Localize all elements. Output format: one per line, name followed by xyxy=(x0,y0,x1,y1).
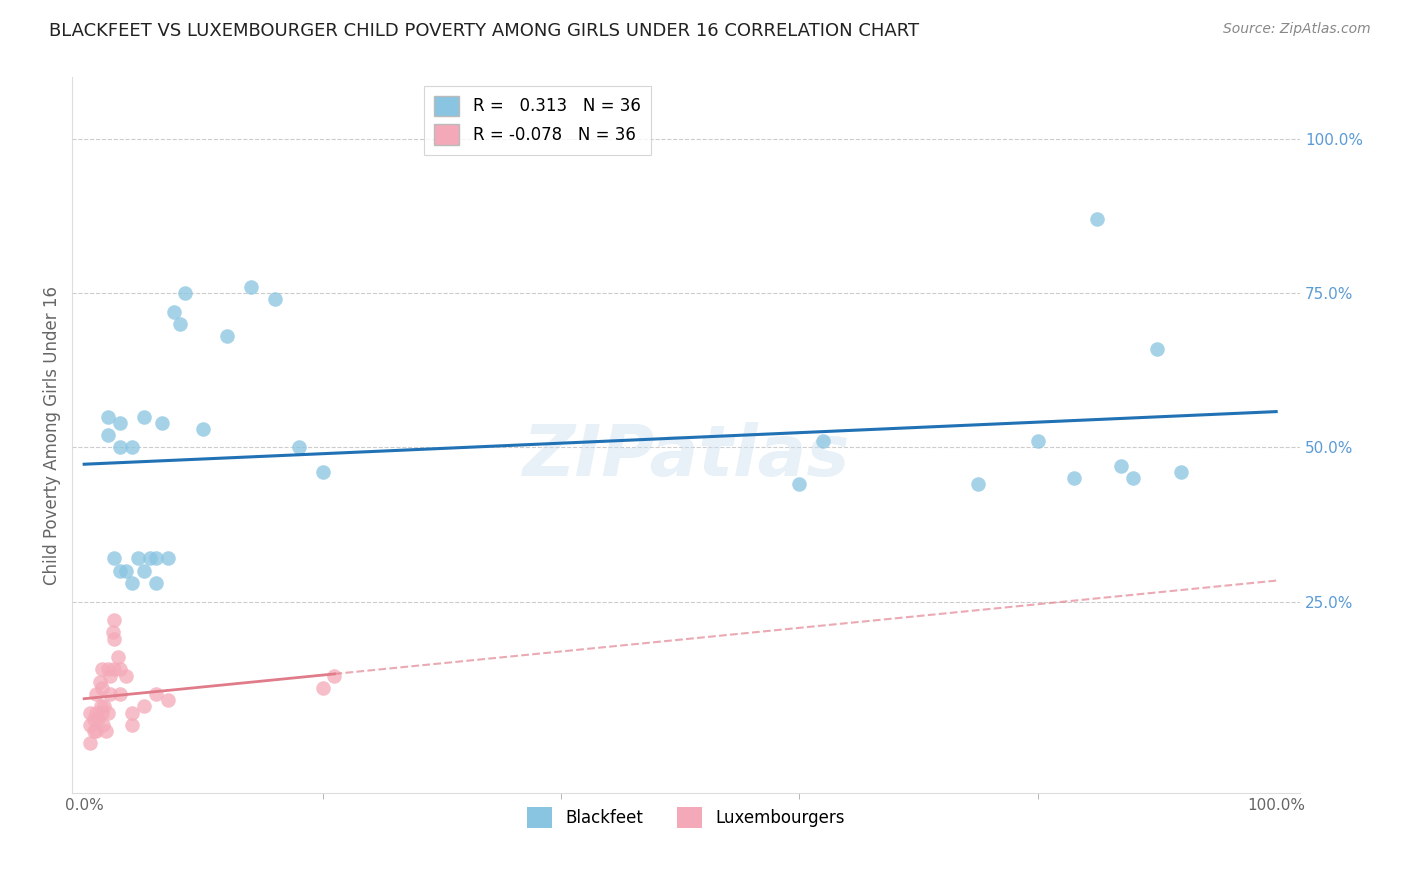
Point xyxy=(97,409,120,424)
Point xyxy=(79,706,101,720)
Point xyxy=(1170,465,1192,479)
Point xyxy=(1146,342,1168,356)
Y-axis label: Child Poverty Among Girls Under 16: Child Poverty Among Girls Under 16 xyxy=(44,285,60,584)
Point xyxy=(100,687,122,701)
Point xyxy=(84,687,107,701)
Point xyxy=(91,706,114,720)
Point xyxy=(121,706,143,720)
Point xyxy=(108,416,131,430)
Point xyxy=(121,441,143,455)
Point xyxy=(97,428,120,442)
Point xyxy=(127,551,149,566)
Point xyxy=(287,441,309,455)
Point xyxy=(1026,434,1049,449)
Point xyxy=(1085,212,1108,227)
Point xyxy=(156,693,179,707)
Point xyxy=(145,576,167,591)
Point xyxy=(100,668,122,682)
Point xyxy=(1063,471,1085,485)
Text: BLACKFEET VS LUXEMBOURGER CHILD POVERTY AMONG GIRLS UNDER 16 CORRELATION CHART: BLACKFEET VS LUXEMBOURGER CHILD POVERTY … xyxy=(49,22,920,40)
Point xyxy=(789,477,811,491)
Point xyxy=(115,668,138,682)
Point xyxy=(311,465,333,479)
Point xyxy=(193,422,215,436)
Point xyxy=(83,712,105,726)
Point xyxy=(132,699,155,714)
Point xyxy=(90,699,112,714)
Point xyxy=(97,662,120,676)
Point xyxy=(811,434,834,449)
Point xyxy=(103,662,125,676)
Point xyxy=(79,736,101,750)
Point xyxy=(84,724,107,739)
Point xyxy=(91,662,114,676)
Point xyxy=(89,674,111,689)
Point xyxy=(91,718,114,732)
Point xyxy=(1109,458,1132,473)
Point xyxy=(108,564,131,578)
Point xyxy=(217,329,239,343)
Point xyxy=(84,706,107,720)
Point xyxy=(311,681,333,695)
Point xyxy=(94,724,117,739)
Point xyxy=(264,293,287,307)
Legend: Blackfeet, Luxembourgers: Blackfeet, Luxembourgers xyxy=(520,801,852,834)
Point xyxy=(132,409,155,424)
Point xyxy=(138,551,160,566)
Point xyxy=(108,687,131,701)
Point xyxy=(162,304,184,318)
Point xyxy=(107,650,129,665)
Point xyxy=(79,718,101,732)
Point xyxy=(156,551,179,566)
Point xyxy=(169,317,191,331)
Point xyxy=(103,551,125,566)
Point xyxy=(150,416,173,430)
Point xyxy=(967,477,990,491)
Point xyxy=(97,706,120,720)
Point xyxy=(323,668,346,682)
Point xyxy=(108,662,131,676)
Point xyxy=(108,441,131,455)
Point xyxy=(121,718,143,732)
Point xyxy=(91,681,114,695)
Point xyxy=(1122,471,1144,485)
Point xyxy=(83,724,105,739)
Point xyxy=(145,551,167,566)
Text: Source: ZipAtlas.com: Source: ZipAtlas.com xyxy=(1223,22,1371,37)
Point xyxy=(93,699,115,714)
Point xyxy=(101,625,124,640)
Point xyxy=(87,712,110,726)
Point xyxy=(240,280,263,294)
Point xyxy=(103,632,125,646)
Point xyxy=(121,576,143,591)
Point xyxy=(115,564,138,578)
Point xyxy=(132,564,155,578)
Point xyxy=(145,687,167,701)
Point xyxy=(103,613,125,627)
Text: ZIPatlas: ZIPatlas xyxy=(523,422,849,491)
Point xyxy=(174,286,197,301)
